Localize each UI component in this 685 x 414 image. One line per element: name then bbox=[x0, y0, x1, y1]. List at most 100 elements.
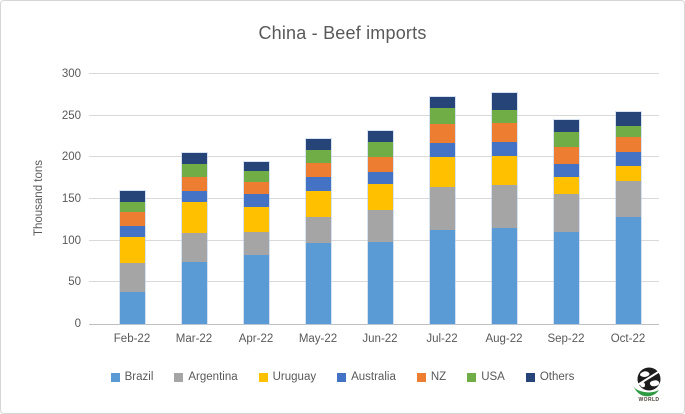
x-label-Feb-22: Feb-22 bbox=[113, 333, 151, 345]
legend-swatch-australia bbox=[337, 372, 347, 382]
gridline-250 bbox=[89, 114, 659, 116]
bar-slot-Oct-22 bbox=[597, 74, 659, 325]
bar-slot-Apr-22 bbox=[225, 74, 287, 326]
segment-brazil-Mar-22 bbox=[181, 262, 207, 324]
legend-item-others: Others bbox=[525, 371, 574, 383]
bar-Jun-22 bbox=[366, 129, 394, 326]
bar-slot-Feb-22 bbox=[101, 74, 163, 326]
bar-slot-May-22 bbox=[287, 74, 349, 325]
x-label-May-22: May-22 bbox=[298, 333, 338, 345]
x-label-Sep-22: Sep-22 bbox=[547, 333, 585, 345]
gridline-300 bbox=[89, 73, 659, 74]
segment-uruguay-May-22 bbox=[305, 190, 331, 217]
world-globe-logo: WORLD bbox=[633, 367, 661, 403]
segment-australia-Feb-22 bbox=[119, 225, 145, 238]
bar-Feb-22 bbox=[118, 189, 146, 326]
segment-argentina-Aug-22 bbox=[491, 184, 517, 229]
segment-australia-Mar-22 bbox=[181, 190, 207, 203]
y-tick-200: 200 bbox=[61, 151, 81, 164]
legend-swatch-uruguay bbox=[258, 372, 268, 382]
y-tick-100: 100 bbox=[61, 234, 81, 247]
legend-item-usa: USA bbox=[467, 371, 505, 383]
segment-usa-Sep-22 bbox=[553, 131, 579, 148]
segment-usa-Mar-22 bbox=[181, 164, 207, 177]
segment-brazil-Sep-22 bbox=[553, 231, 579, 324]
bar-Oct-22 bbox=[614, 111, 642, 325]
segment-australia-Sep-22 bbox=[553, 164, 579, 177]
segment-others-Jul-22 bbox=[429, 96, 455, 109]
legend-swatch-others bbox=[525, 372, 535, 382]
bar-Apr-22 bbox=[242, 160, 270, 326]
legend-label-brazil: Brazil bbox=[124, 371, 154, 383]
segment-usa-Jun-22 bbox=[367, 142, 393, 158]
segment-usa-Jul-22 bbox=[429, 108, 455, 125]
segment-brazil-May-22 bbox=[305, 243, 331, 324]
legend-item-uruguay: Uruguay bbox=[258, 371, 317, 383]
segment-nz-May-22 bbox=[305, 163, 331, 177]
segment-brazil-Feb-22 bbox=[119, 292, 145, 324]
legend-swatch-argentina bbox=[174, 372, 184, 382]
x-label-Apr-22: Apr-22 bbox=[238, 333, 274, 345]
segment-others-Feb-22 bbox=[119, 190, 145, 202]
x-label-Mar-22: Mar-22 bbox=[175, 333, 213, 345]
legend-label-uruguay: Uruguay bbox=[272, 371, 317, 383]
segment-uruguay-Aug-22 bbox=[491, 155, 517, 185]
legend-label-nz: NZ bbox=[430, 371, 447, 383]
segment-uruguay-Jul-22 bbox=[429, 157, 455, 188]
y-tick-0: 0 bbox=[74, 318, 81, 330]
logo-text: WORLD bbox=[639, 397, 660, 403]
legend-swatch-brazil bbox=[110, 372, 120, 382]
y-tick-150: 150 bbox=[61, 193, 81, 205]
segment-uruguay-Sep-22 bbox=[553, 176, 579, 194]
x-label-Oct-22: Oct-22 bbox=[610, 333, 646, 345]
segment-nz-Jul-22 bbox=[429, 124, 455, 144]
bar-May-22 bbox=[304, 138, 332, 325]
segment-others-May-22 bbox=[305, 139, 331, 150]
legend-item-argentina: Argentina bbox=[174, 371, 238, 383]
segment-nz-Aug-22 bbox=[491, 123, 517, 143]
legend-item-brazil: Brazil bbox=[110, 371, 154, 383]
segment-argentina-Oct-22 bbox=[615, 180, 641, 217]
segment-brazil-Aug-22 bbox=[491, 228, 517, 324]
y-tick-300: 300 bbox=[61, 68, 81, 80]
legend-item-australia: Australia bbox=[337, 371, 396, 383]
segment-argentina-Jul-22 bbox=[429, 187, 455, 230]
segment-nz-Apr-22 bbox=[243, 181, 269, 195]
segment-argentina-Sep-22 bbox=[553, 194, 579, 232]
bar-Mar-22 bbox=[180, 152, 208, 325]
segment-usa-May-22 bbox=[305, 149, 331, 164]
legend-item-nz: NZ bbox=[416, 371, 447, 383]
segment-argentina-Mar-22 bbox=[181, 233, 207, 263]
segment-australia-Oct-22 bbox=[615, 152, 641, 166]
segment-australia-May-22 bbox=[305, 176, 331, 191]
segment-brazil-Apr-22 bbox=[243, 254, 269, 324]
bar-Aug-22 bbox=[490, 92, 518, 325]
segment-australia-Apr-22 bbox=[243, 194, 269, 208]
segment-usa-Apr-22 bbox=[243, 170, 269, 182]
segment-uruguay-Feb-22 bbox=[119, 237, 145, 264]
legend-label-argentina: Argentina bbox=[188, 371, 238, 383]
legend-swatch-nz bbox=[416, 372, 426, 382]
bar-slot-Mar-22 bbox=[163, 74, 225, 325]
segment-nz-Sep-22 bbox=[553, 147, 579, 164]
segment-nz-Oct-22 bbox=[615, 136, 641, 153]
segment-argentina-Apr-22 bbox=[243, 231, 269, 255]
segment-others-Apr-22 bbox=[243, 161, 269, 171]
bar-slot-Jun-22 bbox=[349, 74, 411, 326]
segment-nz-Jun-22 bbox=[367, 157, 393, 173]
segment-australia-Jun-22 bbox=[367, 172, 393, 185]
segment-nz-Mar-22 bbox=[181, 176, 207, 191]
bar-slot-Jul-22 bbox=[411, 74, 473, 326]
segment-australia-Aug-22 bbox=[491, 142, 517, 156]
segment-brazil-Oct-22 bbox=[615, 216, 641, 324]
segment-uruguay-Oct-22 bbox=[615, 165, 641, 181]
segment-usa-Oct-22 bbox=[615, 125, 641, 137]
segment-argentina-May-22 bbox=[305, 216, 331, 244]
segment-nz-Feb-22 bbox=[119, 211, 145, 226]
segment-uruguay-Mar-22 bbox=[181, 202, 207, 234]
segment-australia-Jul-22 bbox=[429, 143, 455, 158]
segment-argentina-Feb-22 bbox=[119, 263, 145, 293]
bar-slot-Aug-22 bbox=[473, 74, 535, 325]
segment-uruguay-Jun-22 bbox=[367, 184, 393, 210]
